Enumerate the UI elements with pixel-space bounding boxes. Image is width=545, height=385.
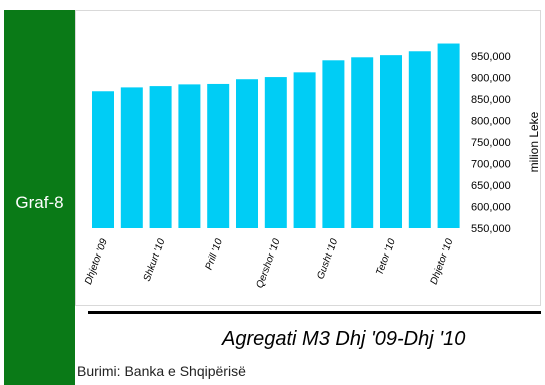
bar-9 [322,60,345,228]
side-bar: Graf-8 [4,10,75,385]
source-note: Burimi: Banka e Shqipërisë [77,363,246,379]
bar-12 [408,51,431,228]
x-tick-label: Shkurt '10 [142,237,168,283]
y-tick-label: 850,000 [471,94,511,106]
x-tick-label: Dhjetor '09 [83,237,110,286]
bar-4 [178,84,201,228]
y-tick-label: 900,000 [471,73,511,85]
x-tick-label: Prill '10 [204,237,226,272]
y-tick-label: 750,000 [471,137,511,149]
chart-number-label: Graf-8 [15,193,64,212]
chart-title: Agregati M3 Dhj '09-Dhj '10 [222,328,466,350]
bar-5 [207,83,230,228]
y-tick-label: 650,000 [471,180,511,192]
bar-8 [293,72,316,228]
x-tick-label: Tetor '10 [374,237,398,277]
y-axis-label: milion Leke [527,111,541,172]
x-tick-label: Qershor '10 [255,237,283,290]
chart-frame [75,10,541,306]
bar-chart: 550,000 600,000 650,000 700,000 750,000 800,0… [83,43,541,290]
bar-6 [236,79,258,228]
y-tick-label: 550,000 [471,223,511,235]
bar-2 [120,87,143,228]
bar-7 [264,77,287,228]
bar-1 [92,91,114,228]
bar-11 [380,55,402,228]
bar-3 [149,86,172,228]
bar-10 [351,57,374,228]
bar-13 [437,43,460,228]
x-tick-label: Gusht '10 [315,237,340,281]
y-tick-label: 600,000 [471,202,511,214]
y-tick-label: 700,000 [471,159,511,171]
x-tick-label: Dhjetor '10 [429,237,456,286]
title-rule [88,311,541,314]
y-tick-label: 950,000 [471,51,511,63]
y-tick-label: 800,000 [471,116,511,128]
